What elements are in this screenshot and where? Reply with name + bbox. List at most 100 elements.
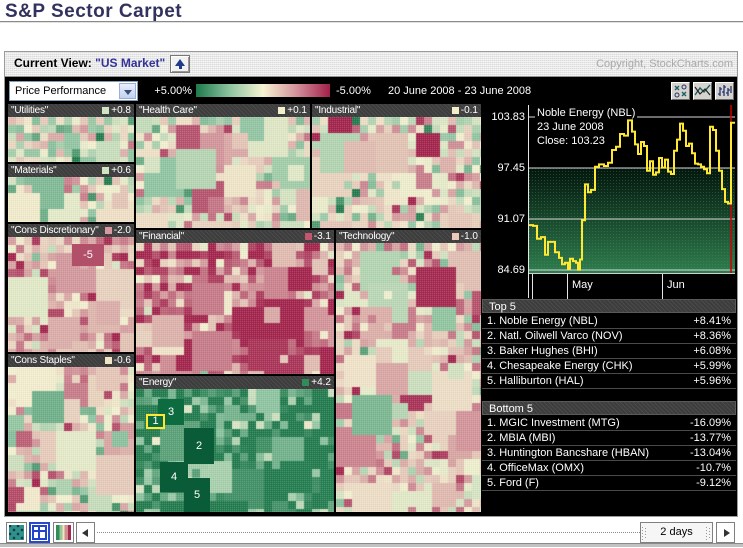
slider-left-button[interactable] [76, 522, 95, 543]
sector-mosaic[interactable] [8, 237, 134, 352]
sector-name: "Health Care" [139, 105, 197, 116]
sector-mosaic[interactable] [8, 177, 134, 222]
stock-change: +8.36% [693, 330, 731, 342]
sector-utilities[interactable]: "Utilities" +0.8 [8, 104, 134, 162]
sector-name: "Financial" [139, 231, 184, 242]
sector-swatch-icon [104, 357, 112, 364]
stock-tile-1[interactable]: 1 [146, 414, 165, 429]
sector-mosaic[interactable] [312, 117, 481, 228]
stock-change: +8.41% [693, 315, 731, 327]
sector-carpet: "Utilities" +0.8 "Materials" +0.6 "Cons Disc… [8, 104, 481, 512]
sector-name: "Industrial" [315, 105, 361, 116]
sector-mosaic[interactable] [8, 367, 134, 512]
stock-change: -10.7% [696, 462, 731, 474]
stock-tile-2[interactable]: 2 [184, 428, 214, 464]
sector-mosaic[interactable] [136, 243, 334, 374]
sector-name: "Utilities" [11, 105, 49, 116]
y-axis-label: 103.83 [491, 111, 525, 123]
sector-industrial[interactable]: "Industrial" -0.1 [312, 104, 481, 228]
bottom5-row-3[interactable]: 3. Huntington Bancshare (HBAN) -13.04% [482, 446, 736, 461]
time-slider-thumb[interactable]: 2 days [640, 522, 713, 543]
x-axis-label: May [572, 279, 593, 291]
sector-change: -0.6 [104, 354, 131, 367]
stock-name: 1. MGIC Investment (MTG) [487, 417, 620, 429]
sector-mosaic[interactable] [336, 243, 481, 512]
bottom5-row-1[interactable]: 1. MGIC Investment (MTG) -16.09% [482, 416, 736, 431]
price-chart [529, 105, 735, 273]
top5-row-1[interactable]: 1. Noble Energy (NBL) +8.41% [482, 314, 736, 329]
sector-header: "Cons Staples" -0.6 [8, 354, 134, 367]
x-axis-tick [532, 274, 533, 299]
mode-select[interactable]: Price Performance [9, 81, 138, 101]
stock-name: 5. Ford (F) [487, 477, 539, 489]
scatter-view-button[interactable] [671, 82, 690, 100]
sector-header: "Industrial" -0.1 [312, 104, 481, 117]
top5-row-5[interactable]: 5. Halliburton (HAL) +5.96% [482, 374, 736, 389]
title-divider [0, 21, 743, 23]
sector-swatch-icon [104, 227, 112, 234]
stock-tile-4[interactable]: 4 [160, 462, 188, 492]
collapse-button[interactable] [170, 55, 190, 73]
slider-right-button[interactable] [716, 522, 735, 543]
carpet-view-button[interactable] [6, 522, 27, 543]
bottom5-header: Bottom 5 [482, 401, 736, 415]
arrow-left-icon [82, 529, 88, 537]
bottom-divider [0, 543, 743, 547]
sector-technology[interactable]: "Technology" -1.0 [336, 230, 481, 512]
bar-chart-icon [718, 85, 732, 96]
scale-min-label: -5.00% [336, 85, 371, 97]
time-slider-track[interactable] [97, 532, 640, 533]
top5-row-2[interactable]: 2. Natl. Oilwell Varco (NOV) +8.36% [482, 329, 736, 344]
sector-header: "Cons Discretionary" -2.0 [8, 224, 134, 237]
grid-view-button[interactable] [29, 522, 50, 543]
gradient-view-icon [56, 525, 71, 540]
sector-name: "Cons Staples" [11, 355, 75, 366]
sector-swatch-icon [102, 107, 110, 114]
stock-tile-neg5[interactable]: -5 [72, 244, 104, 266]
sector-swatch-icon [451, 233, 459, 240]
top5-row-4[interactable]: 4. Chesapeake Energy (CHK) +5.99% [482, 359, 736, 374]
page-title: S&P Sector Carpet [5, 1, 183, 22]
stock-tile-5[interactable]: 5 [184, 478, 210, 512]
chevron-down-icon [119, 83, 136, 99]
color-scale-gradient [196, 84, 330, 97]
bar-view-button[interactable] [715, 82, 734, 100]
grid-view-icon [32, 525, 47, 540]
stock-change: -13.04% [690, 447, 731, 459]
sector-health-care[interactable]: "Health Care" +0.1 [136, 104, 310, 228]
x-axis-tick [567, 274, 568, 299]
chart-title: Noble Energy (NBL) [535, 107, 638, 119]
stock-name: 4. Chesapeake Energy (CHK) [487, 360, 633, 372]
sector-mosaic[interactable] [8, 117, 134, 162]
scale-max-label: +5.00% [154, 85, 192, 97]
chart-close: Close: 103.23 [535, 135, 607, 147]
sector-materials[interactable]: "Materials" +0.6 [8, 164, 134, 222]
sector-swatch-icon [102, 167, 110, 174]
gradient-view-button[interactable] [53, 522, 74, 543]
sector-swatch-icon [278, 107, 286, 114]
sector-cons-discretionary[interactable]: "Cons Discretionary" -2.0 [8, 224, 134, 352]
sector-mosaic[interactable] [136, 117, 310, 228]
stock-name: 3. Huntington Bancshare (HBAN) [487, 447, 650, 459]
sector-change: +0.8 [102, 104, 131, 117]
current-view-bar [5, 52, 737, 77]
sector-change: -1.0 [451, 230, 478, 243]
sector-change: -3.1 [304, 230, 331, 243]
top5-row-3[interactable]: 3. Baker Hughes (BHI) +6.08% [482, 344, 736, 359]
sector-name: "Energy" [139, 377, 177, 388]
line-view-button[interactable] [693, 82, 712, 100]
stock-tile-3[interactable]: 3 [158, 399, 184, 425]
sector-cons-staples[interactable]: "Cons Staples" -0.6 [8, 354, 134, 512]
time-slider-label: 2 days [660, 526, 693, 538]
bottom5-row-5[interactable]: 5. Ford (F) -9.12% [482, 476, 736, 491]
sector-energy[interactable]: "Energy" +4.2 [136, 376, 334, 512]
bottom5-row-2[interactable]: 2. MBIA (MBI) -13.77% [482, 431, 736, 446]
sector-financial[interactable]: "Financial" -3.1 [136, 230, 334, 374]
chart-date: 23 June 2008 [535, 121, 606, 133]
scatter-chart-icon [674, 84, 687, 98]
sector-change: +4.2 [302, 376, 331, 389]
top5-header: Top 5 [482, 299, 736, 313]
stock-change: +5.99% [693, 360, 731, 372]
bottom5-row-4[interactable]: 4. OfficeMax (OMX) -10.7% [482, 461, 736, 476]
